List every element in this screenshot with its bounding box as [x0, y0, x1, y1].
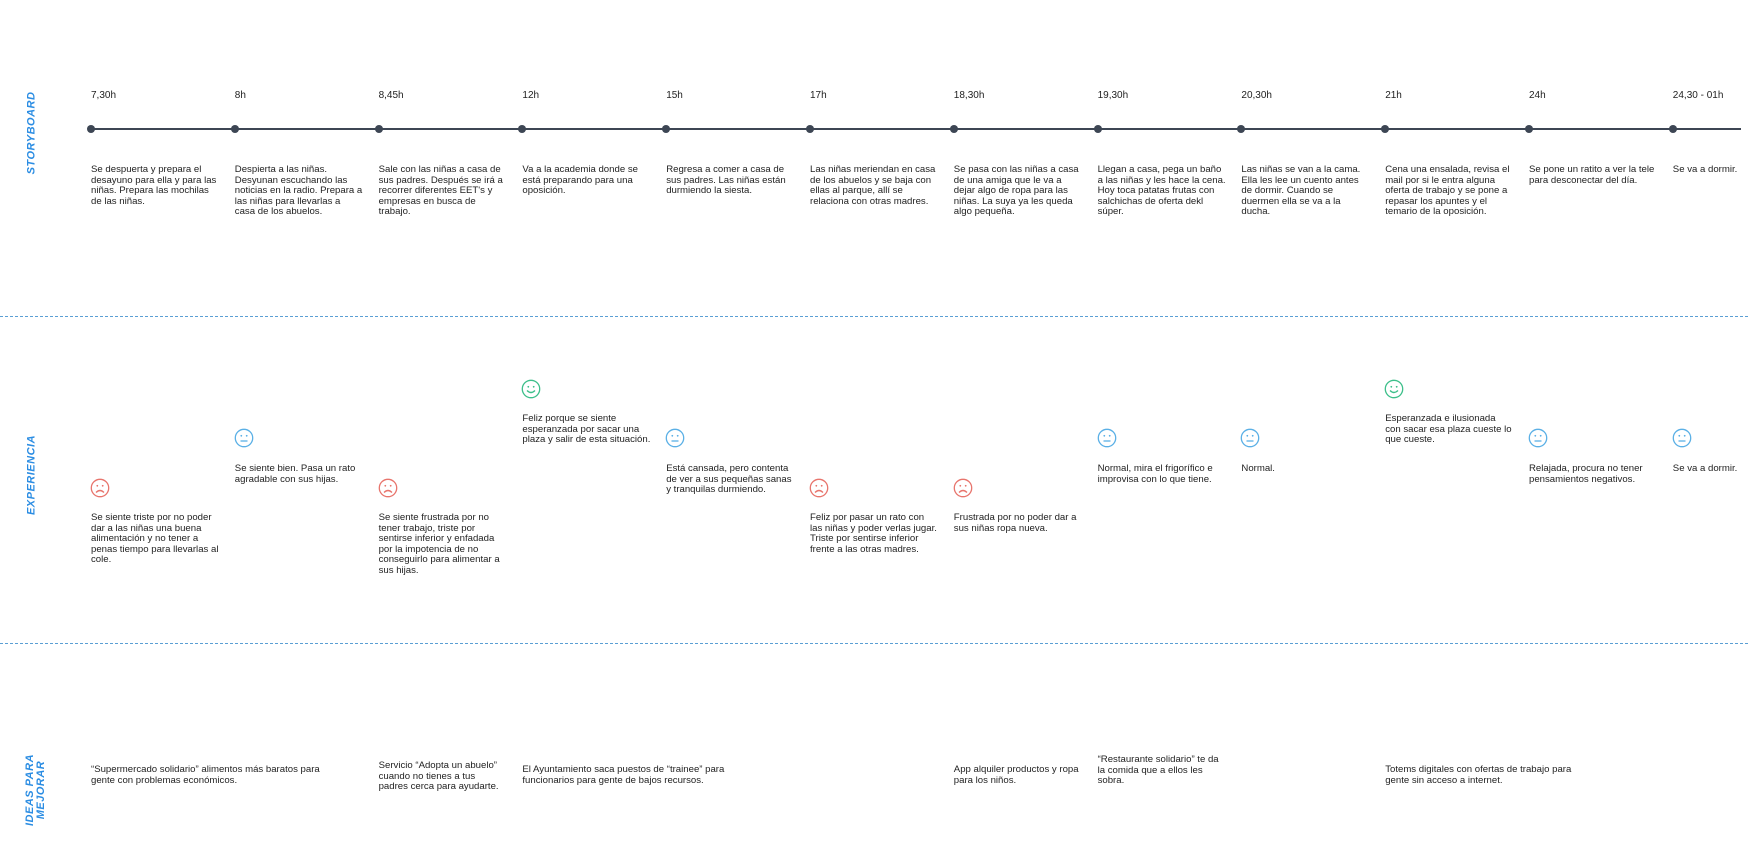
improvement-idea: El Ayuntamiento saca puestos de “trainee…	[522, 764, 725, 786]
storyboard-description: Sale con las niñas a casa de sus padres.…	[378, 164, 503, 218]
storyboard-description: Se pasa con las niñas a casa de una amig…	[953, 164, 1079, 218]
section-label-storyboard: STORYBOARD	[25, 91, 38, 175]
section-label-ideas: IDEAS PARA MEJORAR	[24, 754, 47, 826]
improvement-idea: “Supermercado solidario” alimentos más b…	[91, 764, 320, 786]
timeline-time: 17h	[810, 90, 827, 101]
timeline-time: 21h	[1385, 90, 1402, 101]
timeline-time: 24,30 - 01h	[1672, 90, 1724, 101]
timeline-dot	[230, 124, 239, 133]
storyboard-description: Cena una ensalada, revisa el mail por si…	[1385, 164, 1510, 218]
sad-face-icon	[809, 478, 829, 498]
storyboard-description: Regresa a comer a casa de sus padres. La…	[666, 164, 786, 197]
timeline-time: 15h	[666, 90, 683, 101]
storyboard-description: Se va a dormir.	[1672, 164, 1738, 175]
storyboard-description: Despierta a las niñas. Desyunan escuchan…	[234, 164, 363, 218]
neutral-face-icon	[1241, 428, 1260, 448]
storyboard-description: Llegan a casa, pega un baño a las niñas …	[1097, 164, 1226, 218]
timeline-dot	[949, 124, 958, 133]
storyboard-description: Se pone un ratito a ver la tele para des…	[1529, 164, 1655, 186]
sad-face-icon	[378, 478, 397, 498]
neutral-face-icon	[1528, 428, 1548, 448]
timeline-dot	[518, 124, 527, 133]
timeline-dot	[662, 124, 671, 133]
experience-description: Normal, mira el frigorífico e improvisa …	[1097, 463, 1213, 485]
experience-description: Feliz por pasar un rato con las niñas y …	[810, 512, 937, 555]
timeline-dot	[1525, 124, 1533, 133]
improvement-idea: App alquiler productos y ropa para los n…	[953, 764, 1079, 786]
timeline-dot	[1381, 124, 1390, 133]
timeline-dot	[1093, 124, 1102, 133]
storyboard-description: Las niñas se van a la cama. Ella les lee…	[1241, 164, 1361, 218]
improvement-idea: Servicio “Adopta un abuelo” cuando no ti…	[378, 760, 499, 793]
timeline-dot	[1668, 124, 1677, 133]
improvement-idea: Totems digitales con ofertas de trabajo …	[1385, 764, 1572, 786]
timeline-line	[91, 128, 1741, 130]
timeline-time: 18,30h	[953, 90, 985, 101]
timeline-time: 8,45h	[378, 90, 404, 101]
timeline-time: 7,30h	[91, 90, 117, 101]
neutral-face-icon	[234, 428, 254, 448]
storyboard-description: Va a la academia donde se está preparand…	[522, 164, 638, 197]
storyboard-description: Las niñas meriendan en casa de los abuel…	[810, 164, 936, 207]
section-label-experiencia: EXPERIENCIA	[25, 434, 38, 516]
timeline-time: 19,30h	[1097, 90, 1129, 101]
timeline-dot	[87, 124, 95, 133]
experience-description: Se va a dormir.	[1672, 463, 1738, 474]
experience-description: Se siente triste por no poder dar a las …	[91, 512, 219, 566]
happy-face-icon	[1384, 379, 1404, 399]
experience-description: Se siente bien. Pasa un rato agradable c…	[234, 463, 356, 485]
timeline-time: 20,30h	[1241, 90, 1272, 101]
neutral-face-icon	[1672, 428, 1692, 448]
timeline-time: 8h	[234, 90, 246, 101]
timeline-dot	[1237, 124, 1246, 133]
neutral-face-icon	[1097, 428, 1116, 448]
improvement-idea: “Restaurante solidario” te da la comida …	[1097, 754, 1219, 787]
section-label-ideas-line2: MEJORAR	[35, 760, 47, 820]
neutral-face-icon	[665, 428, 685, 448]
timeline-dot	[374, 124, 383, 133]
timeline-time: 24h	[1529, 90, 1546, 101]
experience-description: Feliz porque se siente esperanzada por s…	[522, 413, 651, 446]
experience-description: Esperanzada e ilusionada con sacar esa p…	[1385, 413, 1512, 446]
section-divider	[0, 316, 1748, 317]
timeline-dot	[806, 124, 814, 133]
sad-face-icon	[953, 478, 973, 498]
happy-face-icon	[522, 379, 541, 399]
section-divider	[0, 643, 1748, 644]
experience-description: Está cansada, pero contenta de ver a sus…	[666, 463, 792, 496]
sad-face-icon	[90, 478, 110, 498]
storyboard-description: Se despuerta y prepara el desayuno para …	[91, 164, 217, 207]
experience-description: Normal.	[1241, 463, 1275, 474]
experience-description: Frustrada por no poder dar a sus niñas r…	[953, 512, 1077, 534]
experience-description: Relajada, procura no tener pensamientos …	[1529, 463, 1643, 485]
experience-description: Se siente frustrada por no tener trabajo…	[378, 512, 500, 576]
timeline-time: 12h	[522, 90, 540, 101]
